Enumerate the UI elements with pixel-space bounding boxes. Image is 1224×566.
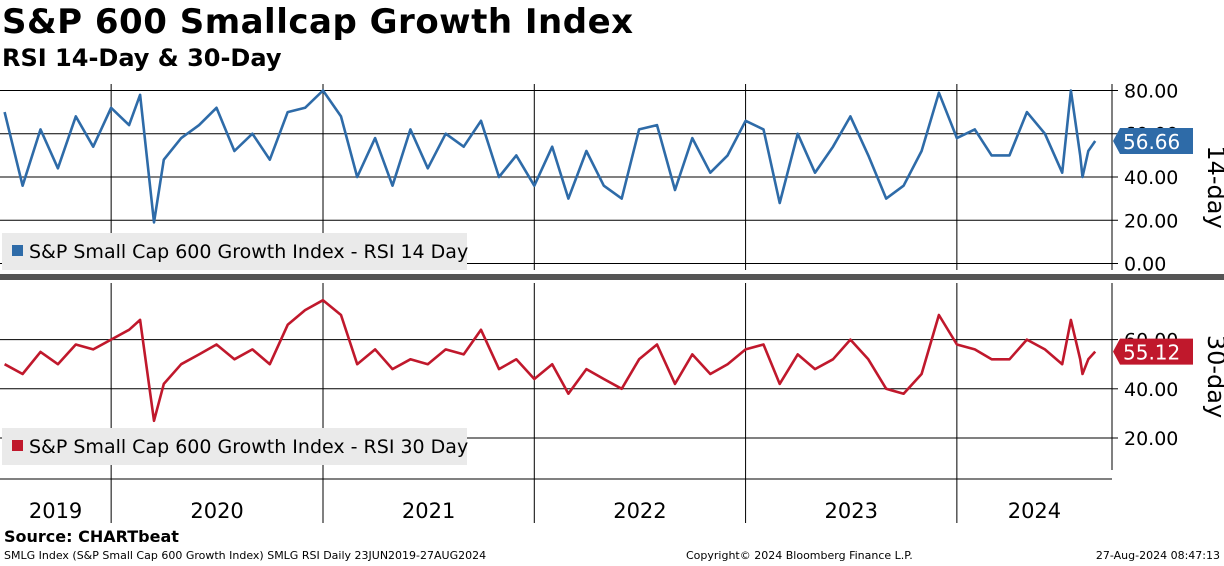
chart-title: S&P 600 Smallcap Growth Index (2, 2, 634, 42)
legend-swatch (12, 245, 23, 256)
panel-divider (0, 274, 1224, 280)
chart-subtitle: RSI 14-Day & 30-Day (2, 44, 282, 72)
footer-right: 27-Aug-2024 08:47:13 (1095, 549, 1220, 562)
x-tick-label: 2019 (29, 499, 82, 523)
x-tick-label: 2023 (824, 499, 877, 523)
x-tick-label: 2021 (402, 499, 455, 523)
legend-swatch (12, 440, 23, 451)
y-tick-label: 0.00 (1124, 254, 1166, 276)
x-tick-label: 2024 (1008, 499, 1061, 523)
panel-axis-label: 30-day (1202, 335, 1224, 418)
series-line-rsi14 (3, 89, 1097, 224)
y-tick-label: 20.00 (1124, 428, 1178, 450)
legend-box (2, 428, 467, 465)
last-value-badge (1113, 127, 1193, 154)
series-line-rsi30 (3, 298, 1097, 423)
legend-label: S&P Small Cap 600 Growth Index - RSI 30 … (29, 436, 468, 458)
legend-box (2, 233, 467, 270)
x-tick-label: 2020 (190, 499, 243, 523)
last-value-badge (1113, 338, 1193, 365)
source-note: Source: CHARTbeat (4, 527, 179, 546)
footer-center: Copyright© 2024 Bloomberg Finance L.P. (686, 549, 913, 562)
y-tick-label: 80.00 (1124, 80, 1178, 102)
y-tick-label: 40.00 (1124, 379, 1178, 401)
legend-label: S&P Small Cap 600 Growth Index - RSI 14 … (29, 241, 468, 263)
y-tick-label: 40.00 (1124, 167, 1178, 189)
footer-left: SMLG Index (S&P Small Cap 600 Growth Ind… (4, 549, 487, 562)
y-tick-label: 20.00 (1124, 210, 1178, 232)
last-value-label: 55.12 (1123, 341, 1180, 365)
panel-axis-label: 14-day (1202, 145, 1224, 228)
x-tick-label: 2022 (613, 499, 666, 523)
last-value-label: 56.66 (1123, 130, 1180, 154)
